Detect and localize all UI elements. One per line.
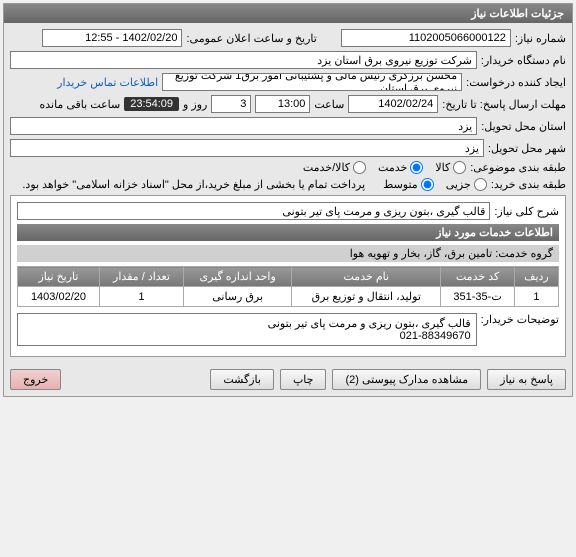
reqno-label: شماره نیاز: [515, 32, 566, 45]
deadline-time-label: ساعت [314, 98, 344, 111]
svcinfo-header: اطلاعات خدمات مورد نیاز [17, 224, 559, 241]
col-3: واحد اندازه گیری [184, 267, 292, 287]
buyer-label: نام دستگاه خریدار: [481, 54, 566, 67]
province-label: استان محل تحویل: [481, 120, 566, 133]
desc-label: شرح کلی نیاز: [494, 205, 559, 218]
panel-body: شماره نیاز: 1102005066000122 تاریخ و ساع… [4, 23, 572, 363]
pay-note: پرداخت تمام یا بخشی از مبلغ خرید،از محل … [22, 178, 365, 191]
main-panel: جزئیات اطلاعات نیاز شماره نیاز: 11020050… [3, 3, 573, 397]
city-field: یزد [10, 139, 484, 157]
reply-button[interactable]: پاسخ به نیاز [487, 369, 566, 390]
subjecttype-group: کالا خدمت کالا/خدمت [303, 161, 466, 174]
announce-label: تاریخ و ساعت اعلان عمومی: [186, 32, 316, 45]
subjecttype-label: طبقه بندی موضوعی: [470, 161, 566, 174]
creator-field: محسن برزگری رئیس مالی و پشتیبانی امور بر… [162, 73, 462, 91]
svcgroup-label: گروه خدمت: [495, 248, 553, 260]
subjecttype-opt-2[interactable]: کالا/خدمت [303, 161, 366, 174]
back-button[interactable]: بازگشت [210, 369, 274, 390]
deadline-label: مهلت ارسال پاسخ: تا تاریخ: [442, 98, 566, 111]
proctype-group: جزیی متوسط [383, 178, 487, 191]
desc-field: قالب گیری ،بتون ریزی و مرمت پای تیر بتون… [17, 202, 490, 220]
remain-label: ساعت باقی مانده [39, 98, 120, 111]
deadline-dayslbl: روز و [183, 98, 207, 111]
reqno-field: 1102005066000122 [341, 29, 511, 47]
col-4: تعداد / مقدار [99, 267, 183, 287]
proctype-opt-1[interactable]: متوسط [383, 178, 434, 191]
svcgroup-value: تامین برق، گاز، بخار و تهویه هوا [350, 248, 492, 260]
proctype-label: طبقه بندی خرید: [491, 178, 566, 191]
desc-panel: شرح کلی نیاز: قالب گیری ،بتون ریزی و مرم… [10, 195, 566, 357]
panel-title: جزئیات اطلاعات نیاز [4, 4, 572, 23]
col-0: ردیف [514, 267, 558, 287]
svcgroup-row: گروه خدمت: تامین برق، گاز، بخار و تهویه … [17, 245, 559, 262]
countdown: 23:54:09 [124, 97, 179, 111]
buyernote-field: قالب گیری ،بتون ریزی و مرمت پای تیر بتون… [17, 313, 477, 346]
subjecttype-opt-1[interactable]: خدمت [378, 161, 423, 174]
deadline-date: 1402/02/24 [348, 95, 438, 113]
buyernote-label: توضیحات خریدار: [481, 313, 559, 326]
col-5: تاریخ نیاز [18, 267, 100, 287]
city-label: شهر محل تحویل: [488, 142, 566, 155]
col-1: کد خدمت [441, 267, 515, 287]
deadline-days: 3 [211, 95, 251, 113]
subjecttype-opt-0[interactable]: کالا [435, 161, 466, 174]
contact-link[interactable]: اطلاعات تماس خریدار [57, 76, 158, 89]
attachments-button[interactable]: مشاهده مدارک پیوستی (2) [332, 369, 481, 390]
announce-field: 1402/02/20 - 12:55 [42, 29, 182, 47]
table-row: 1 ت-35-351 تولید، انتقال و توزیع برق برق… [18, 287, 559, 307]
print-button[interactable]: چاپ [280, 369, 327, 390]
province-field: یزد [10, 117, 477, 135]
buyer-field: شرکت توزیع نیروی برق استان یزد [10, 51, 477, 69]
proctype-opt-0[interactable]: جزیی [446, 178, 487, 191]
button-row: پاسخ به نیاز مشاهده مدارک پیوستی (2) چاپ… [4, 363, 572, 396]
exit-button[interactable]: خروج [10, 369, 61, 390]
creator-label: ایجاد کننده درخواست: [466, 76, 566, 89]
deadline-time: 13:00 [255, 95, 310, 113]
col-2: نام خدمت [292, 267, 441, 287]
services-table: ردیف کد خدمت نام خدمت واحد اندازه گیری ت… [17, 266, 559, 307]
